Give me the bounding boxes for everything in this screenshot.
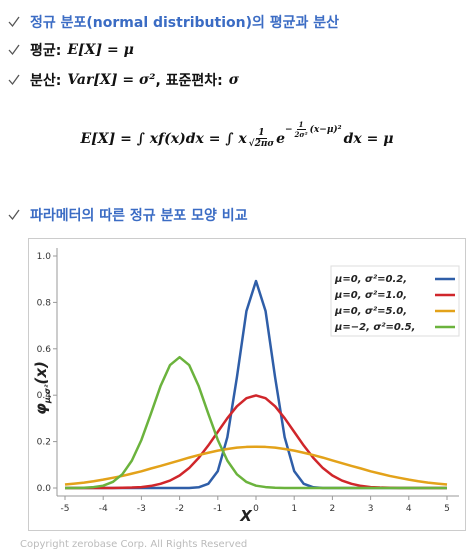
label: 평균: [30, 43, 62, 59]
x-axis-label: X [239, 507, 253, 525]
exponent: − 1 2σ² (x−μ)² [285, 120, 342, 139]
exponent-sign: − [285, 124, 293, 135]
legend-label: μ=0, σ²=1.0, [334, 290, 407, 301]
footer: Copyright zerobase Corp. All Rights Rese… [20, 539, 248, 550]
x-tick-label: -5 [61, 504, 70, 514]
legend-box [330, 265, 460, 337]
heading: 정규 분포(normal distribution)의 평균과 분산 [30, 15, 340, 31]
label: 분산: [30, 73, 62, 89]
legend-label: μ=0, σ²=0.2, [334, 274, 407, 285]
x-tick-label: -4 [99, 504, 108, 514]
x-tick-label: 1 [291, 504, 297, 514]
check-icon [8, 74, 20, 86]
denominator: √2πσ [248, 139, 275, 149]
y-tick-label: 0.8 [37, 298, 52, 308]
check-icon [8, 209, 20, 221]
label: , 표준편차: [155, 73, 223, 89]
x-tick-label: 0 [253, 504, 259, 514]
check-icon [8, 16, 20, 28]
fraction: 1 √2πσ [249, 128, 274, 149]
x-tick-label: -1 [213, 504, 222, 514]
denominator: 2σ² [294, 130, 308, 139]
series-line [65, 355, 447, 490]
y-tick-label: 1.0 [37, 252, 52, 262]
fraction: 1 2σ² [295, 120, 308, 139]
x-tick-label: 3 [368, 504, 374, 514]
check-icon [8, 44, 20, 56]
formula-part: E[X] = ∫ xf(x)dx = ∫ x [80, 130, 247, 147]
y-tick-label: 0.2 [37, 438, 51, 448]
formula-part: dx = μ [343, 130, 394, 147]
x-tick-label: 5 [444, 504, 450, 514]
legend-label: μ=0, σ²=5.0, [334, 306, 407, 317]
math: Var[X] = σ² [67, 72, 156, 88]
y-label-sub: μ,σ² [43, 384, 52, 404]
y-tick-label: 0.0 [37, 484, 52, 494]
y-label-arg: (x) [32, 361, 50, 384]
formula-part: e [276, 130, 285, 147]
bullet: 평균: E[X] = μ [8, 40, 134, 60]
bullet: 정규 분포(normal distribution)의 평균과 분산 [8, 12, 339, 32]
series-line [64, 445, 448, 486]
heading: 파라메터의 따른 정규 분포 모양 비교 [30, 208, 248, 224]
y-tick-label: 0.4 [37, 391, 52, 401]
chart: X φμ,σ²(x) -5 -4 -3 -2 -1 0 1 2 3 4 5 0.0 0.2 0.4 0.6 0… [28, 238, 466, 531]
bullet: 파라메터의 따른 정규 분포 모양 비교 [8, 205, 248, 225]
bullet: 분산: Var[X] = σ² , 표준편차: σ [8, 70, 239, 90]
legend: μ=0, σ²=0.2, μ=0, σ²=1.0, μ=0, σ²=5.0, μ=−2… [330, 265, 460, 337]
x-tick-label: -2 [175, 504, 184, 514]
y-tick-label: 0.6 [37, 345, 52, 355]
y-axis-label: φμ,σ²(x) [32, 361, 52, 415]
x-tick-label: 2 [330, 504, 336, 514]
x-tick-label: -3 [137, 504, 146, 514]
y-label-symbol: φ [32, 403, 50, 415]
math: E[X] = μ [67, 42, 134, 58]
formula: E[X] = ∫ xf(x)dx = ∫ x 1 √2πσ e − 1 2σ² … [0, 120, 474, 149]
exponent-part: (x−μ)² [309, 124, 342, 135]
numerator: 1 [256, 128, 267, 139]
math: σ [228, 72, 240, 88]
x-tick-label: 4 [406, 504, 412, 514]
numerator: 1 [296, 120, 306, 130]
legend-label: μ=−2, σ²=0.5, [334, 322, 415, 333]
